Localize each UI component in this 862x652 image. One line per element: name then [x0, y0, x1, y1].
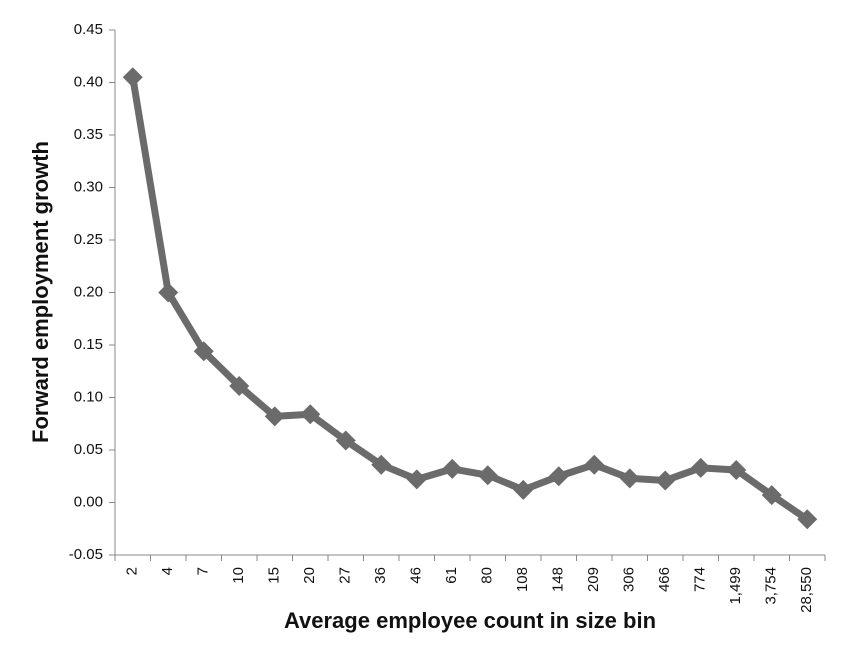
y-tick-label: 0.35 — [74, 126, 103, 143]
marker — [690, 457, 711, 478]
marker — [371, 454, 392, 475]
x-axis-title: Average employee count in size bin — [284, 608, 656, 633]
x-tick-label: 2 — [124, 567, 141, 575]
x-tick-label: 4 — [159, 567, 176, 575]
x-tick-label: 108 — [514, 567, 531, 592]
x-tick-label: 10 — [230, 567, 247, 584]
x-tick-label: 28,550 — [798, 567, 815, 613]
marker — [406, 469, 427, 490]
marker — [513, 479, 534, 500]
x-tick-label: 306 — [621, 567, 638, 592]
y-tick-label: 0.20 — [74, 283, 103, 300]
y-tick-label: 0.40 — [74, 73, 103, 90]
marker — [477, 465, 498, 486]
x-tick-label: 36 — [372, 567, 389, 584]
marker — [726, 459, 747, 480]
y-tick-label: -0.05 — [69, 546, 103, 563]
y-tick-label: 0.25 — [74, 231, 103, 248]
x-tick-label: 15 — [266, 567, 283, 584]
marker — [300, 404, 321, 425]
marker — [122, 67, 143, 88]
marker — [619, 468, 640, 489]
x-tick-label: 27 — [337, 567, 354, 584]
x-tick-label: 61 — [443, 567, 460, 584]
marker — [229, 375, 250, 396]
marker — [158, 282, 179, 303]
y-tick-label: 0.30 — [74, 178, 103, 195]
marker — [584, 454, 605, 475]
x-tick-label: 7 — [195, 567, 212, 575]
y-tick-label: 0.45 — [74, 21, 103, 38]
x-tick-label: 209 — [585, 567, 602, 592]
x-tick-label: 80 — [479, 567, 496, 584]
y-tick-label: 0.05 — [74, 441, 103, 458]
y-tick-label: 0.15 — [74, 336, 103, 353]
x-tick-label: 774 — [692, 567, 709, 592]
marker — [193, 341, 214, 362]
marker — [335, 430, 356, 451]
marker — [548, 466, 569, 487]
y-tick-label: 0.00 — [74, 493, 103, 510]
x-tick-label: 3,754 — [763, 567, 780, 605]
x-tick-label: 1,499 — [727, 567, 744, 605]
line — [129, 76, 810, 523]
x-tick-label: 466 — [656, 567, 673, 592]
marker — [797, 509, 818, 530]
x-tick-label: 20 — [301, 567, 318, 584]
x-tick-label: 46 — [408, 567, 425, 584]
y-axis-title: Forward employment growth — [28, 141, 53, 443]
x-tick-label: 148 — [550, 567, 567, 592]
marker — [761, 485, 782, 506]
y-tick-label: 0.10 — [74, 388, 103, 405]
marker — [264, 406, 285, 427]
marker — [442, 458, 463, 479]
marker — [655, 470, 676, 491]
